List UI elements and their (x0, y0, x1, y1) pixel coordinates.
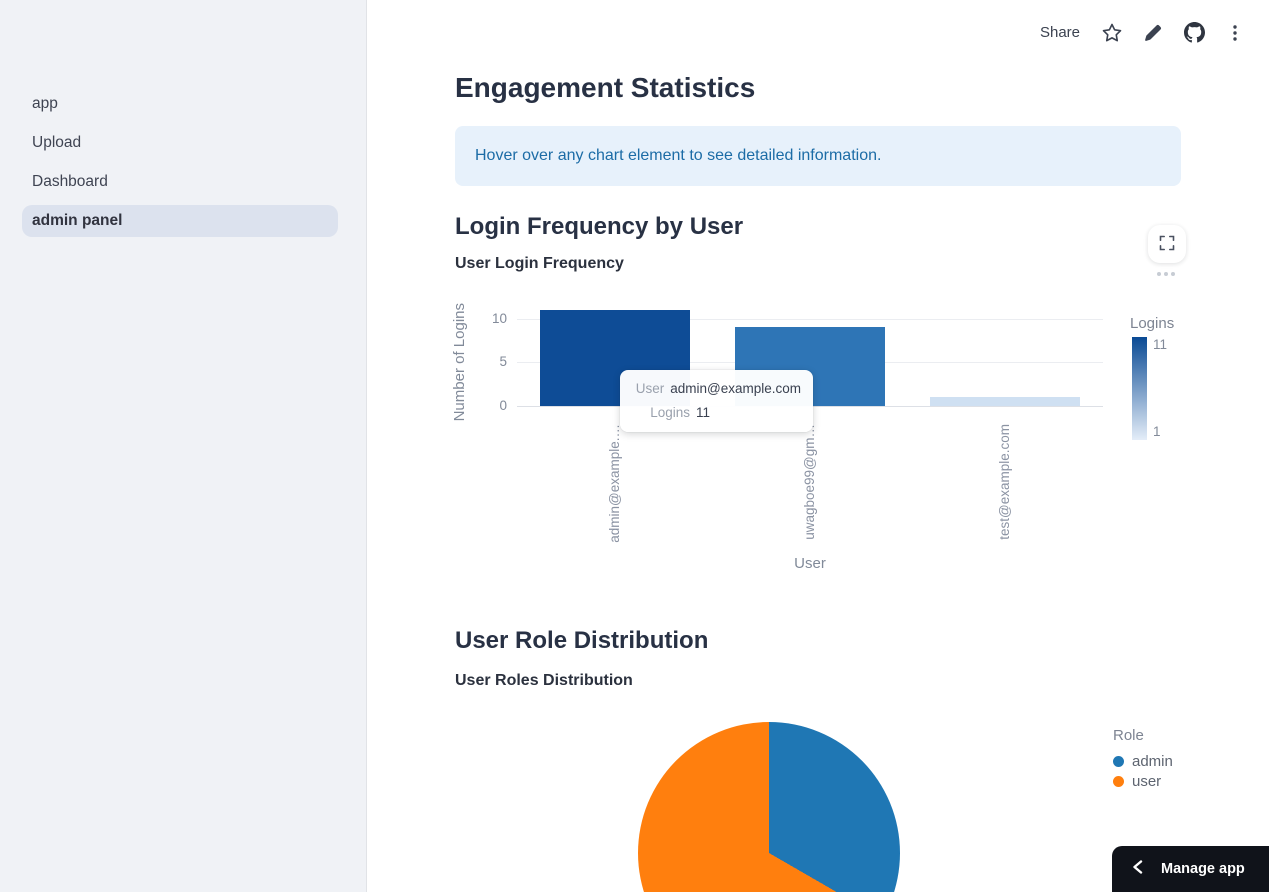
admin-color-swatch (1113, 755, 1124, 767)
bar-chart-y-axis-title: Number of Logins (451, 303, 468, 422)
section-heading-login-frequency: Login Frequency by User (455, 213, 744, 240)
x-tick-label: uwagboe99@gm… (802, 424, 817, 540)
chart-tooltip: User admin@example.com Logins 11 (620, 370, 813, 432)
pie-chart-legend: Role admin user (1113, 727, 1173, 791)
app-toolbar: Share (1040, 22, 1243, 43)
sidebar-item-admin-panel[interactable]: admin panel (22, 205, 338, 237)
pencil-icon (1144, 24, 1162, 42)
bar-chart-legend-gradient (1132, 337, 1147, 440)
pie-chart-title: User Roles Distribution (455, 672, 633, 689)
tooltip-value: admin@example.com (670, 381, 801, 396)
github-button[interactable] (1184, 22, 1205, 43)
pie-chart[interactable] (638, 722, 900, 892)
chevron-left-icon (1131, 860, 1144, 878)
legend-item-admin: admin (1113, 751, 1173, 771)
y-tick-label: 10 (491, 310, 507, 326)
tooltip-row: Logins 11 (632, 405, 801, 420)
vega-actions-menu[interactable] (1157, 272, 1175, 276)
manage-app-label: Manage app (1161, 861, 1245, 877)
bar-chart-legend-max-label: 11 (1153, 337, 1168, 352)
x-tick-label: test@example.com (997, 424, 1012, 540)
tooltip-key: Logins (650, 405, 690, 420)
sidebar-item-app[interactable]: app (32, 95, 58, 112)
bar-chart-title: User Login Frequency (455, 255, 624, 272)
legend-item-user: user (1113, 771, 1173, 791)
pie-legend-title: Role (1113, 727, 1144, 744)
tooltip-value: 11 (696, 405, 711, 420)
star-button[interactable] (1102, 23, 1122, 43)
bar-chart-legend-title: Logins (1130, 315, 1175, 332)
legend-item-label: user (1132, 772, 1162, 790)
legend-item-label: admin (1132, 752, 1173, 770)
edit-button[interactable] (1144, 24, 1162, 42)
page-title: Engagement Statistics (455, 72, 756, 103)
y-tick-label: 0 (499, 398, 507, 413)
tooltip-key: User (635, 381, 665, 396)
manage-app-button[interactable]: Manage app (1112, 846, 1269, 892)
fullscreen-button[interactable] (1148, 225, 1186, 263)
info-banner: Hover over any chart element to see deta… (455, 126, 1181, 186)
section-heading-role-distribution: User Role Distribution (455, 627, 709, 654)
bar-chart-x-axis-title: User (794, 555, 826, 572)
sidebar-item-dashboard[interactable]: Dashboard (32, 173, 108, 190)
overflow-menu-button[interactable] (1227, 24, 1243, 42)
bar-test@example.com[interactable] (930, 397, 1080, 406)
fullscreen-expand-icon (1159, 235, 1175, 254)
tooltip-row: User admin@example.com (632, 381, 801, 396)
user-color-swatch (1113, 775, 1124, 787)
sidebar-nav: app Upload Dashboard admin panel (0, 0, 366, 237)
bar-chart-legend-min-label: 1 (1153, 424, 1161, 439)
github-icon (1184, 22, 1205, 43)
x-tick-label: admin@example.… (607, 424, 622, 543)
info-banner-text: Hover over any chart element to see deta… (475, 147, 882, 164)
sidebar-item-upload[interactable]: Upload (32, 134, 82, 151)
gridline (517, 318, 1103, 320)
star-icon (1102, 23, 1122, 43)
sidebar: app Upload Dashboard admin panel (0, 0, 367, 892)
share-button[interactable]: Share (1039, 24, 1080, 41)
kebab-menu-icon (1227, 24, 1243, 42)
y-tick-label: 5 (499, 354, 507, 370)
